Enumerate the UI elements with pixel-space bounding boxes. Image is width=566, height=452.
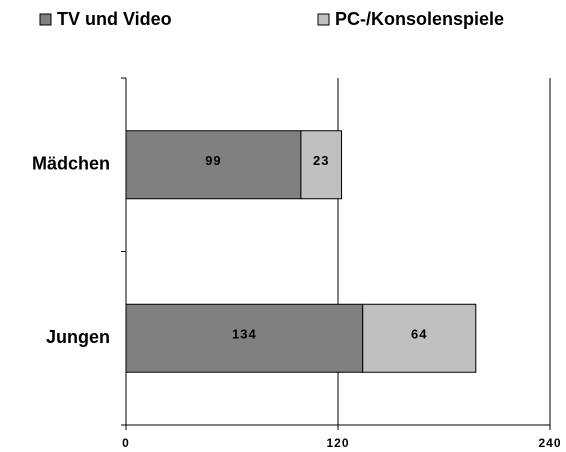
data-label: 64: [411, 327, 427, 342]
category-label: Mädchen: [32, 154, 110, 174]
legend-label: TV und Video: [57, 9, 172, 29]
bar-segment: [125, 303, 364, 373]
data-label: 99: [205, 153, 221, 168]
x-tick-label: 120: [326, 436, 349, 450]
x-tick-label: 0: [122, 436, 130, 450]
x-tick-label: 240: [538, 436, 561, 450]
bar-segment: [300, 130, 343, 200]
category-label: Jungen: [46, 327, 110, 347]
data-label: 23: [313, 153, 329, 168]
legend-label: PC-/Konsolenspiele: [335, 9, 504, 29]
bar-segment: [362, 303, 477, 373]
legend-swatch: [39, 13, 52, 26]
legend-swatch: [317, 13, 330, 26]
data-label: 134: [232, 327, 257, 342]
